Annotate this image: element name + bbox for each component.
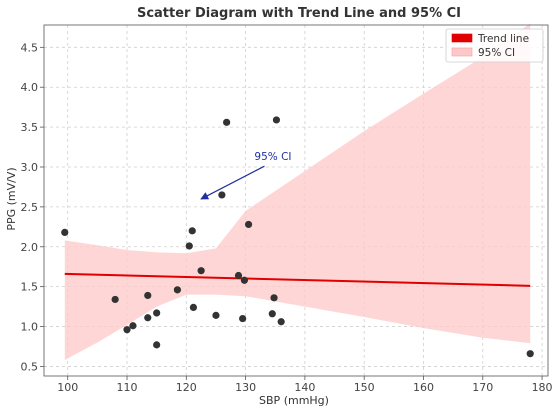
x-tick-label: 160 — [413, 381, 434, 394]
y-tick-label: 3.0 — [21, 161, 39, 174]
legend-label-ci: 95% CI — [478, 47, 515, 59]
annotation-label: 95% CI — [254, 151, 291, 163]
y-tick-label: 1.0 — [21, 321, 39, 334]
data-point — [244, 220, 253, 229]
data-point — [277, 318, 285, 326]
chart-title: Scatter Diagram with Trend Line and 95% … — [137, 6, 461, 21]
data-point — [270, 294, 278, 302]
y-ticks: 0.5 1.0 1.5 2.0 2.5 3.0 3.5 4.0 4.5 — [21, 41, 44, 373]
y-tick-label: 3.5 — [21, 121, 39, 134]
legend-swatch-ci — [451, 47, 473, 57]
confidence-band — [64, 23, 531, 361]
annotation-arrow — [200, 165, 265, 200]
data-point — [153, 341, 161, 349]
plot-area: 100 110 120 130 140 150 160 170 180 0.5 1.0 1.5 2.0 2… — [21, 23, 552, 394]
data-point — [223, 118, 231, 126]
data-point — [218, 191, 226, 199]
x-tick-label: 180 — [532, 381, 552, 394]
data-points — [61, 116, 534, 358]
y-tick-label: 2.0 — [21, 241, 39, 254]
data-point — [185, 242, 193, 250]
y-axis-label: PPG (mV/V) — [5, 167, 18, 230]
data-point — [188, 227, 196, 235]
y-tick-label: 0.5 — [21, 360, 39, 373]
x-tick-label: 150 — [354, 381, 375, 394]
legend: Trend line 95% CI — [445, 28, 544, 63]
y-tick-label: 4.0 — [21, 81, 39, 94]
legend-swatch-trend — [451, 33, 473, 43]
trend-line — [64, 272, 531, 287]
y-tick-label: 4.5 — [21, 41, 39, 54]
x-ticks: 100 110 120 130 140 150 160 170 180 — [57, 376, 552, 394]
x-axis-label: SBP (mmHg) — [259, 394, 329, 407]
data-point — [111, 295, 119, 304]
data-point — [153, 309, 161, 317]
x-tick-label: 100 — [57, 381, 78, 394]
data-point — [268, 310, 276, 318]
data-point — [173, 286, 182, 294]
data-point — [240, 276, 249, 284]
data-point — [123, 326, 131, 334]
data-point — [197, 267, 205, 275]
data-point — [189, 303, 198, 311]
x-tick-label: 110 — [117, 381, 138, 394]
data-point — [239, 314, 247, 323]
data-point — [234, 271, 243, 280]
axes-frame — [43, 24, 549, 377]
data-point — [144, 291, 152, 300]
data-point — [212, 311, 220, 319]
legend-label-trend: Trend line — [477, 33, 529, 45]
y-tick-label: 2.5 — [21, 201, 39, 214]
x-tick-label: 170 — [472, 381, 493, 394]
y-tick-label: 1.5 — [21, 281, 39, 294]
x-tick-label: 140 — [294, 381, 315, 394]
data-point — [272, 116, 281, 124]
x-tick-label: 120 — [176, 381, 197, 394]
x-tick-label: 130 — [235, 381, 256, 394]
data-point — [61, 228, 69, 237]
data-point — [144, 314, 152, 322]
data-point — [129, 322, 137, 330]
data-point — [526, 350, 534, 358]
